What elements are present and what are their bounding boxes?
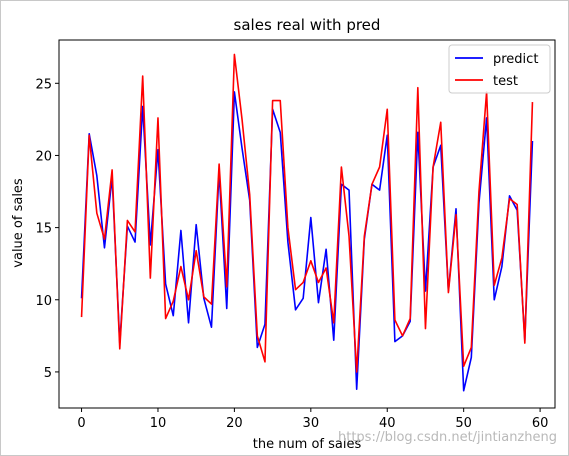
x-axis-label: the num of sales	[253, 437, 362, 452]
x-tick-label: 40	[379, 416, 396, 431]
chart-title: sales real with pred	[234, 16, 381, 34]
y-tick-label: 25	[35, 77, 52, 92]
watermark-text: https://blog.csdn.net/jintianzheng	[338, 430, 557, 445]
legend-label-test: test	[493, 74, 518, 89]
y-tick-label: 5	[44, 366, 52, 381]
series-line-test	[80, 53, 534, 373]
x-tick-label: 0	[77, 416, 85, 431]
legend-label-predict: predict	[493, 52, 538, 67]
x-tick-label: 60	[532, 416, 549, 431]
axes-spines	[58, 39, 556, 409]
x-tick-label: 50	[455, 416, 472, 431]
y-axis-label: value of sales	[11, 178, 26, 268]
legend-box	[448, 44, 551, 94]
x-tick-label: 30	[303, 416, 320, 431]
y-tick-label: 15	[35, 222, 52, 237]
plot-area: 0 10 20 30 40 50 60 5 10 15 20 25	[35, 39, 556, 431]
legend: predict test	[448, 44, 551, 94]
x-tick-label: 20	[226, 416, 243, 431]
x-tick-label: 10	[150, 416, 167, 431]
y-tick-label: 10	[35, 294, 52, 309]
y-tick-label: 20	[35, 149, 52, 164]
